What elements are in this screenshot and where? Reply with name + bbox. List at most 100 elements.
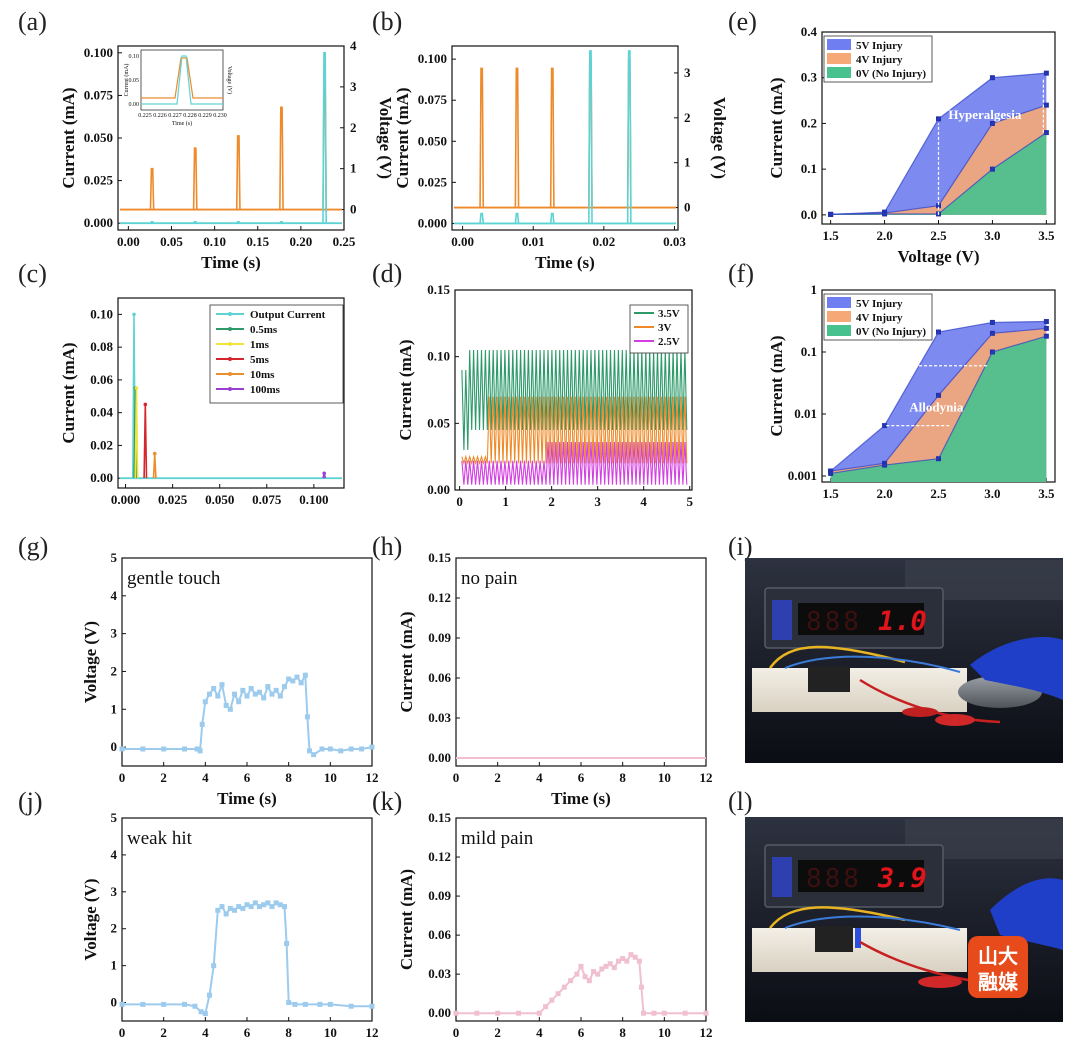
y-tick-label: 0.12 (428, 590, 451, 605)
inset-x-tick-label: 0.230 (213, 113, 227, 119)
photo-i-clip-red (935, 714, 975, 726)
legend-swatch (827, 297, 851, 308)
y-axis-label: Voltage (V) (81, 621, 100, 703)
chart-h: 0 2 4 6 8 10 12 0.00 0.03 0.06 0.09 0.12 0.15 Time (s… (397, 550, 713, 808)
data-point (307, 748, 312, 754)
spike (152, 453, 157, 479)
spike (479, 212, 485, 224)
y-tick-label: 4 (111, 588, 118, 603)
annotation-label: Allodynia (909, 399, 964, 414)
legend-label: 0V (No Injury) (856, 326, 926, 338)
x-axis-label: Time (s) (217, 789, 277, 808)
y-tick-label: 0.15 (428, 550, 451, 565)
x-tick-label: 0.025 (158, 492, 188, 507)
plot-frame (454, 289, 693, 491)
x-tick-label: 4 (202, 1025, 209, 1040)
data-point (616, 958, 621, 964)
series-trace (461, 396, 688, 466)
x-tick-label: 0 (456, 494, 463, 509)
x-tick-label: 6 (244, 1025, 251, 1040)
y2-axis-label: Voltage (V) (710, 97, 729, 179)
y-tick-label: 0.12 (428, 849, 451, 864)
photo-i-dim-digits: 888 (806, 607, 862, 637)
data-point (620, 956, 626, 962)
spike-marker (152, 451, 157, 456)
data-point (269, 691, 275, 697)
data-point (194, 746, 200, 752)
legend-marker (228, 327, 232, 331)
data-point (595, 971, 601, 977)
y-tick-label: 0.08 (90, 339, 113, 354)
y2-tick-label: 0 (350, 202, 357, 217)
series-trace (122, 901, 372, 1016)
y-tick-label: 0.025 (418, 174, 448, 189)
photo-l-glove (990, 878, 1063, 950)
data-point (257, 689, 262, 695)
x-tick-label: 3.5 (1038, 228, 1055, 243)
data-point (603, 963, 609, 969)
legend-label: 2.5V (658, 336, 680, 348)
y-tick-label: 0.100 (84, 45, 113, 60)
spike (149, 167, 155, 210)
x-tick-label: 10 (324, 770, 337, 785)
series-trace (122, 671, 373, 756)
photo-l-wire-yellow (769, 906, 906, 929)
x-tick-label: 12 (700, 770, 713, 785)
data-point (555, 991, 561, 997)
data-point (236, 699, 242, 705)
data-point (338, 748, 344, 754)
data-point (277, 693, 283, 699)
inset-y-tick-label: 0.05 (129, 78, 140, 84)
panel-label-k: (k) (372, 787, 402, 816)
spike (549, 67, 555, 208)
plot-frame (121, 557, 373, 767)
photo-l-blue-part (855, 928, 861, 948)
y-axis-label: Current (mA) (396, 339, 415, 440)
x-tick-label: 4 (536, 770, 543, 785)
data-point (591, 969, 596, 975)
annotation-label: mild pain (461, 828, 534, 849)
data-point (624, 958, 630, 964)
chart-f: 1.5 2.0 2.5 3.0 3.5 0.001 0.01 0.1 1 Current (mA)… (767, 282, 1056, 501)
y-tick-label: 0.001 (788, 468, 817, 483)
x-tick-label: 0.25 (333, 234, 356, 249)
y-tick-label: 2 (111, 921, 118, 936)
data-point (578, 963, 584, 969)
y-tick-label: 5 (111, 550, 118, 565)
x-tick-label: 0.10 (203, 234, 226, 249)
spike (322, 52, 327, 224)
x-tick-label: 0.05 (160, 234, 183, 249)
chart-b: 0.00 0.01 0.02 0.03 0.000 0.025 0.050 0.075 0.10… (393, 45, 729, 272)
data-point (317, 1001, 323, 1007)
data-point (292, 1001, 298, 1007)
series-trace (461, 441, 688, 485)
y-tick-label: 0.1 (801, 161, 817, 176)
legend-swatch (827, 53, 851, 64)
panel-label-g: (g) (18, 532, 48, 561)
legend-label: 4V Injury (856, 54, 903, 66)
data-point (240, 905, 246, 911)
legend-label: 1ms (250, 339, 270, 351)
x-tick-label: 6 (578, 1025, 585, 1040)
spike (235, 135, 241, 210)
data-point (273, 900, 279, 906)
data-point (348, 746, 354, 752)
data-point (682, 1010, 688, 1016)
y-tick-label: 5 (111, 810, 118, 825)
data-point (304, 714, 310, 720)
data-point (311, 752, 317, 758)
x-tick-label: 2 (160, 770, 167, 785)
y-tick-label: 0.06 (428, 670, 451, 685)
spike (236, 221, 241, 224)
data-point (636, 958, 642, 964)
data-point (286, 1000, 292, 1006)
inset-x-tick-label: 0.225 (138, 113, 152, 119)
panel-label-e: (e) (728, 7, 757, 36)
data-point (277, 902, 283, 908)
y2-tick-label: 3 (350, 79, 357, 94)
legend-box (209, 304, 344, 404)
data-point (474, 1010, 480, 1016)
data-point (219, 682, 225, 688)
y2-tick-label: 4 (350, 38, 357, 53)
